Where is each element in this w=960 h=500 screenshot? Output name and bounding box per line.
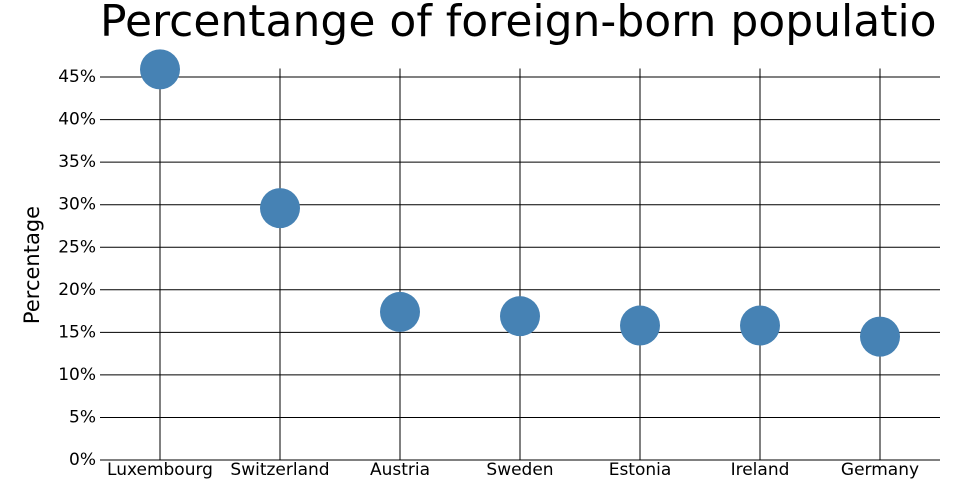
y-axis-label: Percentage <box>20 206 44 324</box>
y-tick-label: 30% <box>58 195 96 215</box>
x-tick-label: Estonia <box>609 460 672 480</box>
y-tick-label: 15% <box>58 322 96 342</box>
x-tick-label: Germany <box>841 460 919 480</box>
y-tick-label: 35% <box>58 152 96 172</box>
x-tick-label: Switzerland <box>230 460 329 480</box>
dot <box>740 305 780 346</box>
dot <box>500 296 540 337</box>
x-tick-label: Sweden <box>486 460 553 480</box>
x-tick-label: Luxembourg <box>107 460 213 480</box>
y-tick-label: 25% <box>58 237 96 257</box>
y-tick-label: 10% <box>58 365 96 385</box>
dot <box>380 291 420 332</box>
dot <box>620 305 660 346</box>
y-tick-label: 45% <box>58 67 96 87</box>
y-tick-label: 20% <box>58 280 96 300</box>
x-tick-label: Austria <box>370 460 430 480</box>
x-tick-label: Ireland <box>731 460 790 480</box>
dot <box>140 49 180 90</box>
dot <box>860 316 900 357</box>
y-tick-label: 5% <box>69 407 96 427</box>
y-tick-label: 40% <box>58 110 96 130</box>
dot <box>260 188 300 229</box>
y-tick-label: 0% <box>69 450 96 470</box>
chart-title: Percentange of foreign-born populatio <box>100 0 937 47</box>
